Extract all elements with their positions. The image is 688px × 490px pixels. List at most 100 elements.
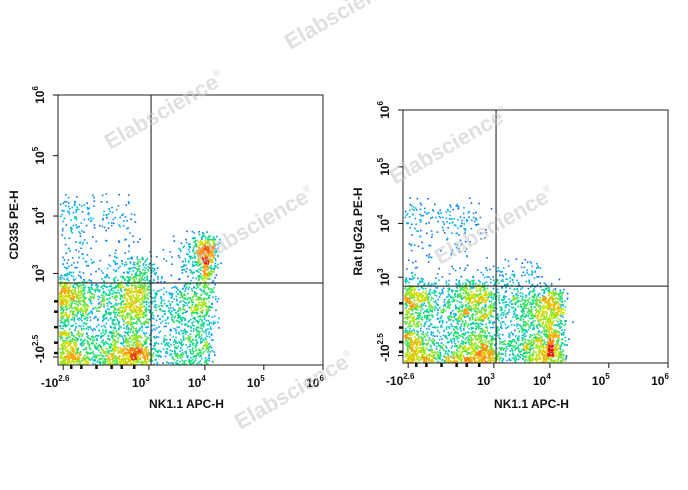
event-dot: [203, 315, 206, 318]
event-dot: [471, 318, 474, 321]
event-dot: [192, 295, 195, 297]
event-dot: [177, 293, 179, 296]
event-dot: [61, 276, 64, 279]
event-dot: [417, 323, 420, 325]
event-dot: [95, 325, 98, 328]
event-dot: [82, 304, 84, 307]
event-dot: [443, 301, 446, 303]
event-dot: [410, 332, 413, 335]
event-dot: [89, 297, 92, 300]
event-dot: [414, 332, 416, 334]
event-dot: [405, 330, 407, 332]
event-dot: [208, 359, 210, 362]
event-dot: [60, 311, 62, 314]
event-dot: [198, 247, 201, 249]
event-dot: [206, 323, 208, 326]
event-dot: [112, 350, 115, 352]
event-dot: [162, 310, 165, 313]
event-dot: [200, 262, 203, 265]
event-dot: [482, 284, 484, 286]
event-dot: [93, 196, 95, 199]
event-dot: [60, 322, 62, 324]
event-dot: [112, 332, 115, 335]
event-dots: [404, 197, 574, 364]
event-dot: [211, 290, 214, 292]
event-dot: [190, 300, 193, 303]
event-dot: [60, 293, 62, 296]
event-dot: [130, 328, 133, 330]
event-dot: [176, 353, 178, 356]
event-dot: [185, 241, 188, 244]
event-dot: [98, 268, 100, 270]
event-dot: [136, 306, 138, 309]
event-dot: [169, 303, 171, 305]
event-dot: [404, 316, 406, 319]
event-dot: [198, 252, 201, 255]
event-dot: [76, 315, 78, 317]
event-dot: [126, 353, 129, 356]
event-dot: [98, 343, 101, 346]
event-dot: [113, 306, 116, 308]
event-dot: [154, 329, 157, 331]
event-dot: [143, 340, 145, 343]
event-dot: [92, 217, 94, 220]
event-dot: [201, 328, 204, 330]
event-dot: [127, 227, 130, 229]
event-dot: [78, 256, 80, 259]
event-dot: [155, 319, 158, 322]
event-dot: [65, 201, 68, 203]
event-dot: [127, 360, 129, 363]
event-dot: [152, 279, 155, 281]
event-dot: [181, 363, 184, 365]
event-dot: [119, 294, 122, 296]
event-dot: [181, 266, 184, 268]
event-dot: [216, 235, 218, 238]
event-dot: [201, 277, 203, 280]
event-dot: [66, 345, 69, 347]
event-dot: [88, 312, 90, 315]
event-dot: [188, 361, 191, 364]
event-dot: [181, 295, 183, 298]
event-dot: [61, 316, 63, 318]
event-dot: [115, 362, 118, 365]
event-dot: [95, 240, 97, 243]
event-dot: [208, 272, 210, 275]
event-dot: [131, 357, 133, 359]
event-dot: [141, 329, 143, 332]
event-dot: [188, 255, 191, 258]
event-dot: [111, 362, 113, 364]
event-dot: [170, 329, 172, 332]
event-dot: [90, 352, 92, 354]
event-dot: [193, 241, 195, 243]
event-dot: [433, 356, 436, 359]
event-dot: [105, 311, 107, 314]
event-dot: [67, 338, 69, 340]
event-dot: [210, 346, 213, 349]
event-dot: [118, 307, 121, 309]
event-dot: [182, 268, 185, 271]
event-dot: [86, 281, 89, 283]
event-dot: [191, 362, 193, 364]
event-dot: [421, 303, 423, 305]
event-dot: [203, 245, 205, 247]
event-dot: [144, 290, 147, 293]
event-dot: [181, 352, 184, 354]
event-dot: [195, 342, 198, 345]
event-dot: [208, 294, 211, 297]
event-dot: [158, 326, 160, 328]
event-dot: [111, 295, 114, 298]
event-dot: [102, 272, 104, 274]
event-dot: [77, 208, 80, 211]
event-dot: [195, 264, 197, 266]
event-dot: [132, 270, 135, 272]
event-dot: [70, 306, 72, 309]
event-dot: [462, 304, 465, 307]
event-dot: [408, 325, 410, 328]
event-dot: [492, 326, 495, 329]
event-dot: [102, 339, 104, 342]
event-dot: [129, 276, 132, 278]
event-dot: [108, 338, 111, 340]
event-dot: [139, 309, 142, 311]
event-dot: [146, 358, 149, 360]
event-dot: [111, 321, 113, 324]
